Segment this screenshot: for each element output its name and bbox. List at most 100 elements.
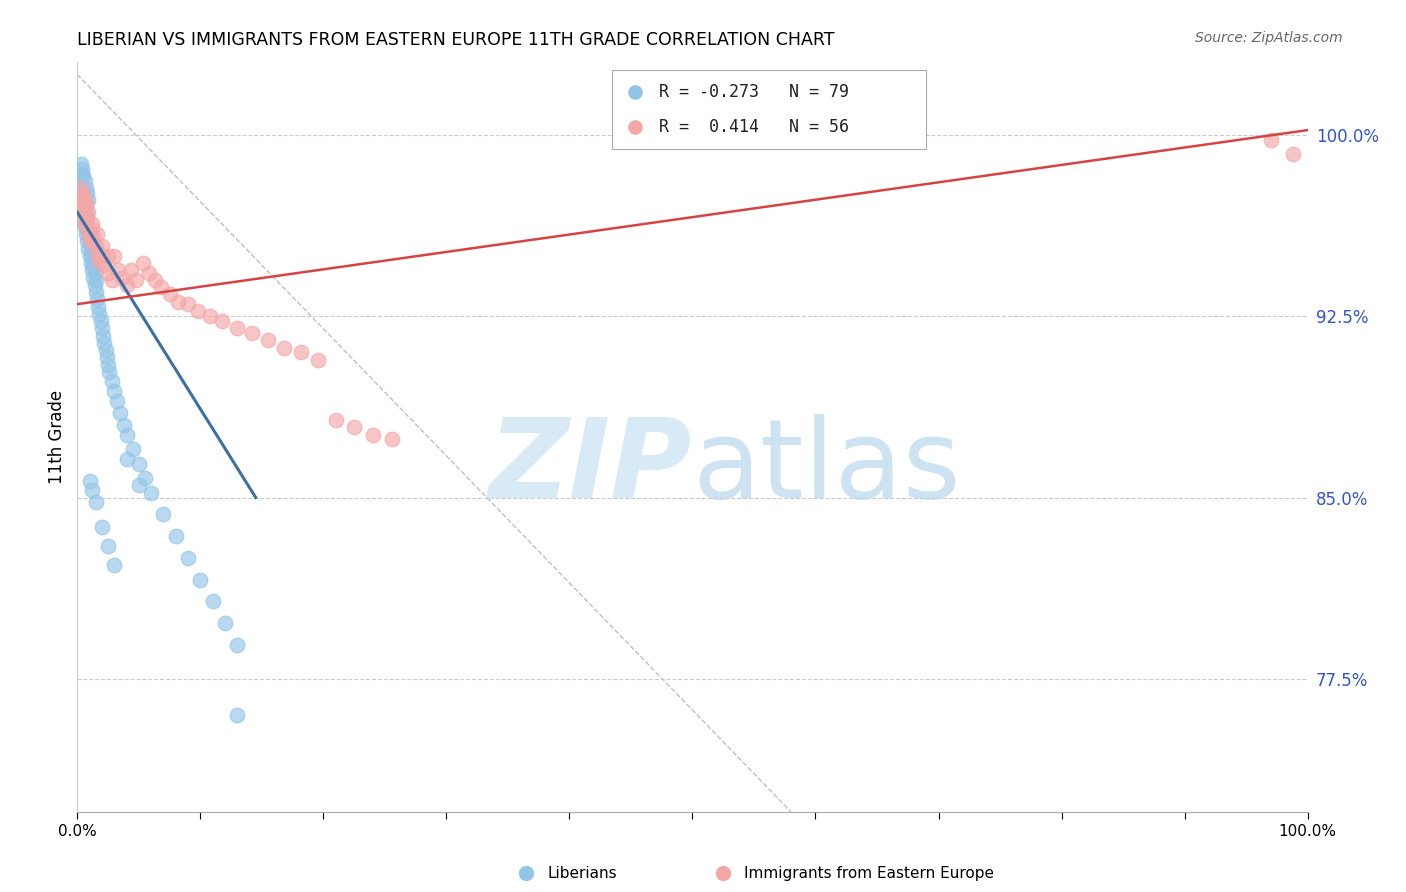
Point: [79, 236, 101, 251]
Point: [159, 287, 181, 301]
Point: [211, 314, 233, 328]
Point: [77, 242, 100, 256]
Point: [134, 471, 156, 485]
Point: [226, 638, 249, 652]
Point: [84, 239, 107, 253]
Point: [165, 529, 187, 543]
Text: Immigrants from Eastern Europe: Immigrants from Eastern Europe: [744, 865, 994, 880]
Point: [115, 451, 138, 466]
Point: [77, 225, 100, 239]
Point: [86, 227, 108, 241]
Point: [325, 413, 347, 427]
Point: [75, 215, 97, 229]
Point: [93, 335, 115, 350]
Point: [82, 222, 104, 236]
Point: [381, 433, 404, 447]
Point: [80, 244, 103, 258]
Text: ZIP: ZIP: [489, 414, 693, 521]
Point: [76, 210, 98, 224]
Point: [111, 270, 132, 285]
Point: [77, 229, 100, 244]
Point: [101, 375, 124, 389]
Point: [623, 334, 645, 349]
Point: [69, 176, 91, 190]
Point: [138, 266, 160, 280]
Point: [125, 273, 148, 287]
Point: [76, 218, 98, 232]
Point: [623, 223, 645, 237]
Point: [75, 210, 97, 224]
Point: [150, 280, 173, 294]
Point: [70, 171, 93, 186]
Point: [187, 304, 209, 318]
Point: [143, 273, 166, 287]
Point: [96, 351, 118, 365]
Point: [77, 193, 100, 207]
Point: [128, 457, 150, 471]
Point: [84, 285, 107, 299]
Point: [115, 427, 138, 442]
Point: [70, 191, 93, 205]
Point: [110, 406, 132, 420]
Point: [97, 358, 120, 372]
Point: [90, 519, 114, 533]
Point: [70, 195, 93, 210]
Point: [214, 616, 236, 631]
Point: [188, 573, 212, 587]
Point: [73, 174, 96, 188]
Point: [131, 256, 153, 270]
Point: [98, 365, 121, 379]
Point: [97, 249, 120, 263]
Point: [79, 229, 101, 244]
Point: [79, 249, 101, 263]
Point: [200, 310, 222, 324]
Point: [257, 334, 280, 348]
Point: [76, 222, 98, 236]
Text: Source: ZipAtlas.com: Source: ZipAtlas.com: [1195, 31, 1343, 45]
Point: [70, 167, 93, 181]
Point: [70, 157, 93, 171]
Point: [167, 294, 190, 309]
Point: [70, 161, 93, 176]
Point: [72, 186, 94, 200]
Point: [72, 169, 94, 183]
Point: [73, 219, 96, 234]
Point: [103, 249, 125, 263]
Point: [90, 314, 112, 328]
Point: [82, 251, 104, 265]
Point: [91, 328, 114, 343]
Point: [308, 352, 330, 367]
Point: [82, 270, 104, 285]
Point: [82, 229, 104, 244]
Point: [70, 188, 93, 202]
Point: [67, 181, 90, 195]
Point: [84, 273, 107, 287]
Point: [76, 235, 98, 249]
Point: [79, 225, 101, 239]
Point: [84, 495, 107, 509]
Point: [72, 188, 94, 202]
Point: [82, 263, 104, 277]
Text: R = -0.273   N = 79: R = -0.273 N = 79: [659, 83, 849, 101]
Point: [226, 708, 249, 723]
Point: [72, 212, 94, 227]
Point: [141, 485, 163, 500]
Point: [128, 478, 150, 492]
Point: [79, 474, 101, 488]
Point: [1282, 147, 1305, 161]
Point: [69, 188, 91, 202]
Point: [107, 263, 129, 277]
Point: [121, 263, 143, 277]
Point: [103, 558, 125, 573]
Point: [89, 253, 111, 268]
Text: atlas: atlas: [693, 414, 960, 521]
Text: R =  0.414   N = 56: R = 0.414 N = 56: [659, 118, 849, 136]
Point: [343, 420, 366, 434]
Point: [70, 181, 93, 195]
Point: [93, 259, 115, 273]
Point: [90, 249, 114, 263]
FancyBboxPatch shape: [613, 70, 927, 149]
Point: [97, 539, 120, 553]
Point: [75, 227, 97, 241]
Point: [72, 205, 94, 219]
